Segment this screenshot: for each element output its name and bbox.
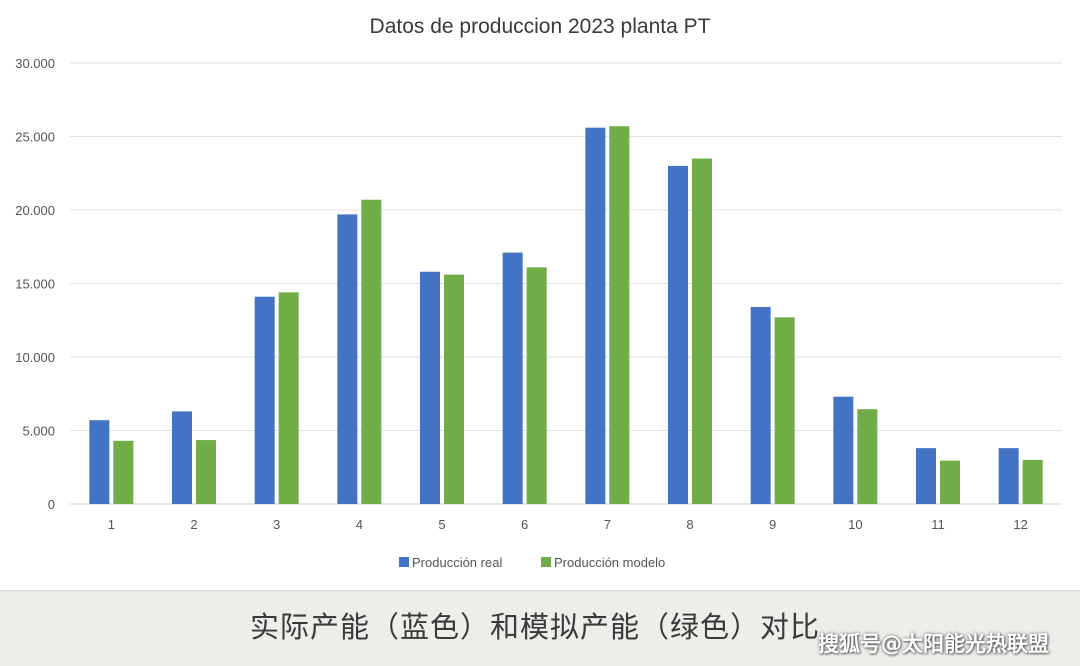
bar-modelo-9: [774, 317, 795, 504]
legend: Producción real Producción modelo: [399, 555, 665, 570]
y-axis-ticks: 0 5.000 10.000 15.000 20.000 25.000 30.000: [15, 56, 55, 512]
watermark: 搜狐号@太阳能光热联盟: [818, 632, 1049, 656]
bar-modelo-1: [113, 440, 134, 504]
bar-real-1: [89, 420, 110, 504]
x-tick-label: 7: [604, 517, 611, 532]
bar-real-4: [337, 214, 358, 504]
y-tick-label: 30.000: [15, 56, 55, 71]
bar-modelo-4: [361, 199, 382, 504]
x-tick-label: 5: [438, 517, 445, 532]
y-tick-label: 15.000: [15, 277, 55, 292]
bar-real-5: [420, 271, 440, 504]
bar-modelo-6: [526, 267, 547, 504]
x-tick-label: 1: [108, 517, 115, 532]
bar-real-3: [254, 296, 275, 504]
bar-real-10: [833, 396, 854, 504]
bar-modelo-5: [444, 274, 464, 504]
bar-modelo-8: [692, 158, 712, 505]
x-tick-label: 2: [190, 517, 197, 532]
bar-real-11: [916, 448, 936, 504]
caption-text: 实际产能（蓝色）和模拟产能（绿色）对比: [250, 610, 821, 644]
bar-modelo-11: [940, 460, 960, 504]
gridlines: [70, 62, 1062, 505]
legend-swatch: [541, 557, 551, 567]
bar-real-6: [502, 252, 523, 504]
y-tick-label: 20.000: [15, 203, 55, 218]
legend-label: Producción real: [412, 555, 502, 570]
bar-modelo-2: [196, 440, 216, 504]
x-tick-label: 9: [769, 517, 776, 532]
x-tick-label: 3: [273, 517, 280, 532]
bar-modelo-3: [278, 292, 299, 504]
x-tick-label: 12: [1013, 517, 1027, 532]
legend-label: Producción modelo: [554, 555, 665, 570]
x-tick-label: 11: [931, 517, 945, 532]
legend-swatch: [399, 557, 409, 567]
chart-title: Datos de produccion 2023 planta PT: [370, 15, 711, 38]
bar-modelo-10: [857, 409, 878, 504]
y-tick-label: 25.000: [15, 130, 55, 145]
bar-real-2: [172, 411, 192, 504]
x-tick-label: 10: [848, 517, 862, 532]
x-tick-label: 6: [521, 517, 528, 532]
bar-real-12: [998, 448, 1019, 504]
y-tick-label: 5.000: [22, 424, 55, 439]
bar-modelo-12: [1022, 459, 1043, 504]
bar-real-8: [668, 165, 688, 504]
bar-real-7: [585, 127, 606, 505]
x-tick-label: 4: [356, 517, 363, 532]
bars: [89, 126, 1043, 505]
bar-real-9: [750, 307, 771, 504]
y-tick-label: 10.000: [15, 350, 55, 365]
y-tick-label: 0: [48, 497, 55, 512]
x-tick-label: 8: [686, 517, 693, 532]
x-axis-ticks: 1 2 3 4 5 6 7 8 9 10 11 12: [108, 517, 1028, 532]
chart: Datos de produccion 2023 planta PT 0 5.00…: [15, 15, 1062, 570]
caption-strip: [0, 590, 1080, 666]
bar-modelo-7: [609, 126, 630, 505]
